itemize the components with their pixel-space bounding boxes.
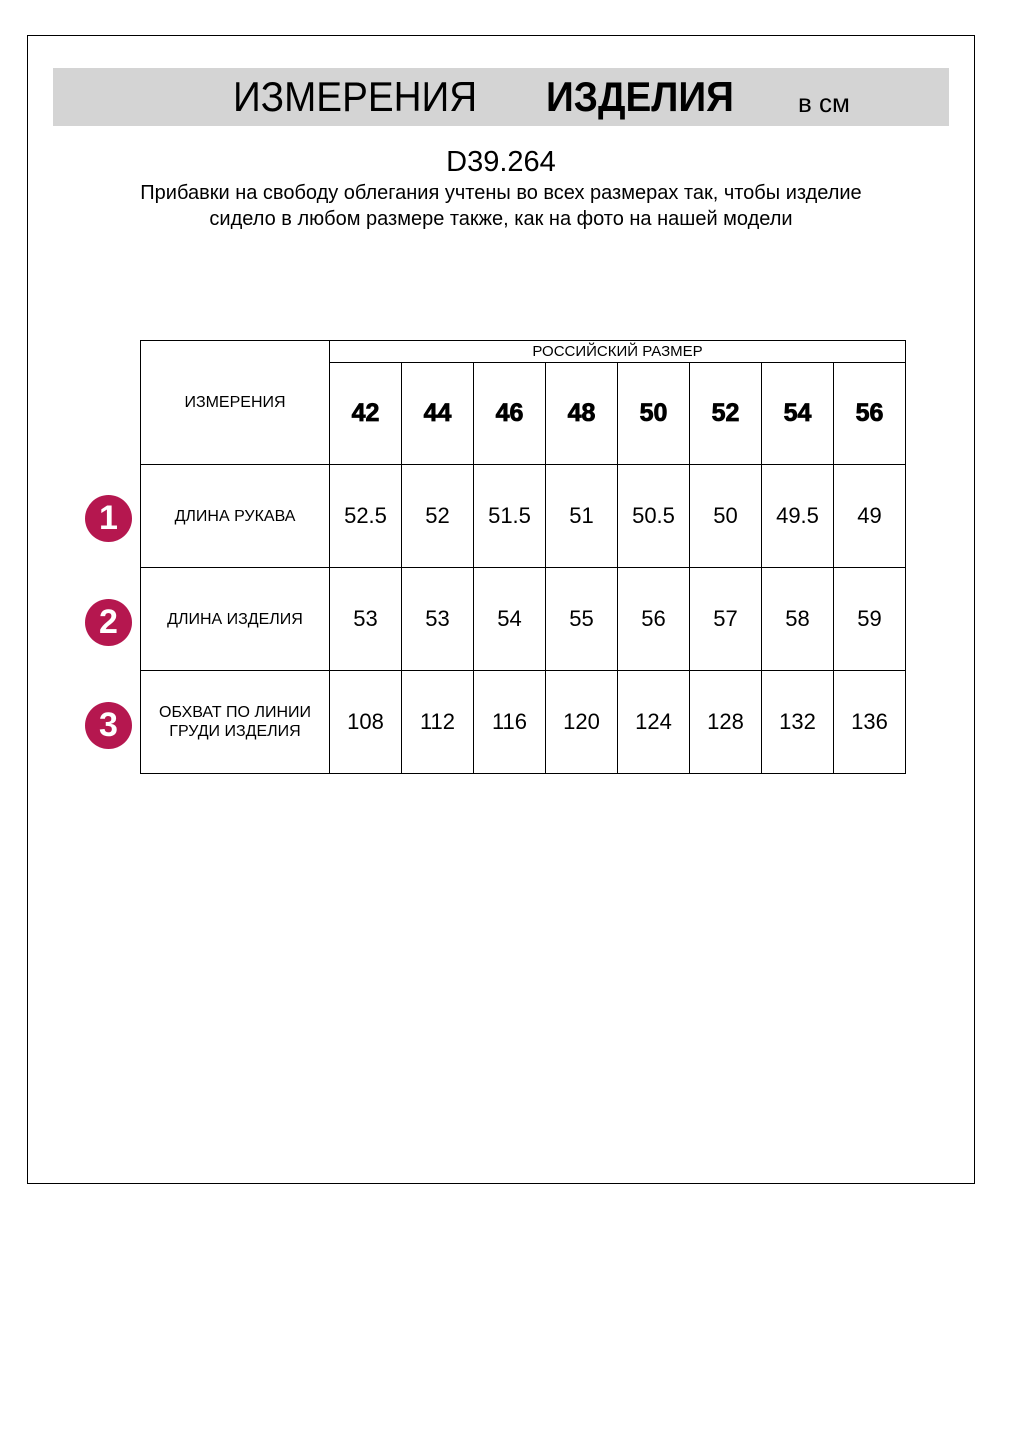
size-header: 48 [545, 362, 618, 465]
value-cell: 59 [833, 567, 906, 671]
value-cell: 57 [689, 567, 762, 671]
table-row: ДЛИНА ИЗДЕЛИЯ 53 53 54 55 56 57 58 59 [140, 567, 906, 671]
value-cell: 56 [617, 567, 690, 671]
value-cell: 53 [329, 567, 402, 671]
page-frame [27, 35, 975, 1184]
size-header: 44 [401, 362, 474, 465]
value-cell: 124 [617, 670, 690, 774]
value-cell: 108 [329, 670, 402, 774]
group-header: РОССИЙСКИЙ РАЗМЕР [329, 340, 906, 363]
value-cell: 136 [833, 670, 906, 774]
size-header: 46 [473, 362, 546, 465]
unit-label: в см [798, 88, 850, 118]
value-cell: 52.5 [329, 464, 402, 568]
fit-note: Прибавки на свободу облегания учтены во … [140, 182, 862, 230]
size-table: ИЗМЕРЕНИЯ РОССИЙСКИЙ РАЗМЕР 42 44 46 48 50 52… [140, 340, 906, 774]
size-header: 54 [761, 362, 834, 465]
corner-label: ИЗМЕРЕНИЯ [140, 340, 330, 465]
value-cell: 55 [545, 567, 618, 671]
row-label: ОБХВАТ ПО ЛИНИИ ГРУДИ ИЗДЕЛИЯ [140, 670, 330, 774]
value-cell: 50.5 [617, 464, 690, 568]
title-regular: ИЗМЕРЕНИЯ [233, 73, 478, 120]
row-label: ДЛИНА РУКАВА [140, 464, 330, 568]
value-cell: 49.5 [761, 464, 834, 568]
size-header: 42 [329, 362, 402, 465]
title-banner: ИЗМЕРЕНИЯ ИЗДЕЛИЯ в см [53, 68, 949, 126]
number-badge: 3 [85, 702, 132, 749]
value-cell: 132 [761, 670, 834, 774]
size-header: 50 [617, 362, 690, 465]
value-cell: 128 [689, 670, 762, 774]
value-cell: 54 [473, 567, 546, 671]
number-badge: 1 [85, 495, 132, 542]
size-header: 52 [689, 362, 762, 465]
value-cell: 52 [401, 464, 474, 568]
value-cell: 49 [833, 464, 906, 568]
table-row: ОБХВАТ ПО ЛИНИИ ГРУДИ ИЗДЕЛИЯ 108 112 116 12… [140, 670, 906, 774]
number-badge: 2 [85, 598, 132, 646]
value-cell: 53 [401, 567, 474, 671]
table-row: ДЛИНА РУКАВА 52.5 52 51.5 51 50.5 50 49.5 49 [140, 464, 906, 568]
value-cell: 112 [401, 670, 474, 774]
size-header: 56 [833, 362, 906, 465]
value-cell: 120 [545, 670, 618, 774]
value-cell: 50 [689, 464, 762, 568]
value-cell: 51.5 [473, 464, 546, 568]
value-cell: 58 [761, 567, 834, 671]
value-cell: 51 [545, 464, 618, 568]
title-bold: ИЗДЕЛИЯ [546, 73, 734, 120]
value-cell: 116 [473, 670, 546, 774]
row-label: ДЛИНА ИЗДЕЛИЯ [140, 567, 330, 671]
product-code: D39.264 [446, 146, 556, 178]
